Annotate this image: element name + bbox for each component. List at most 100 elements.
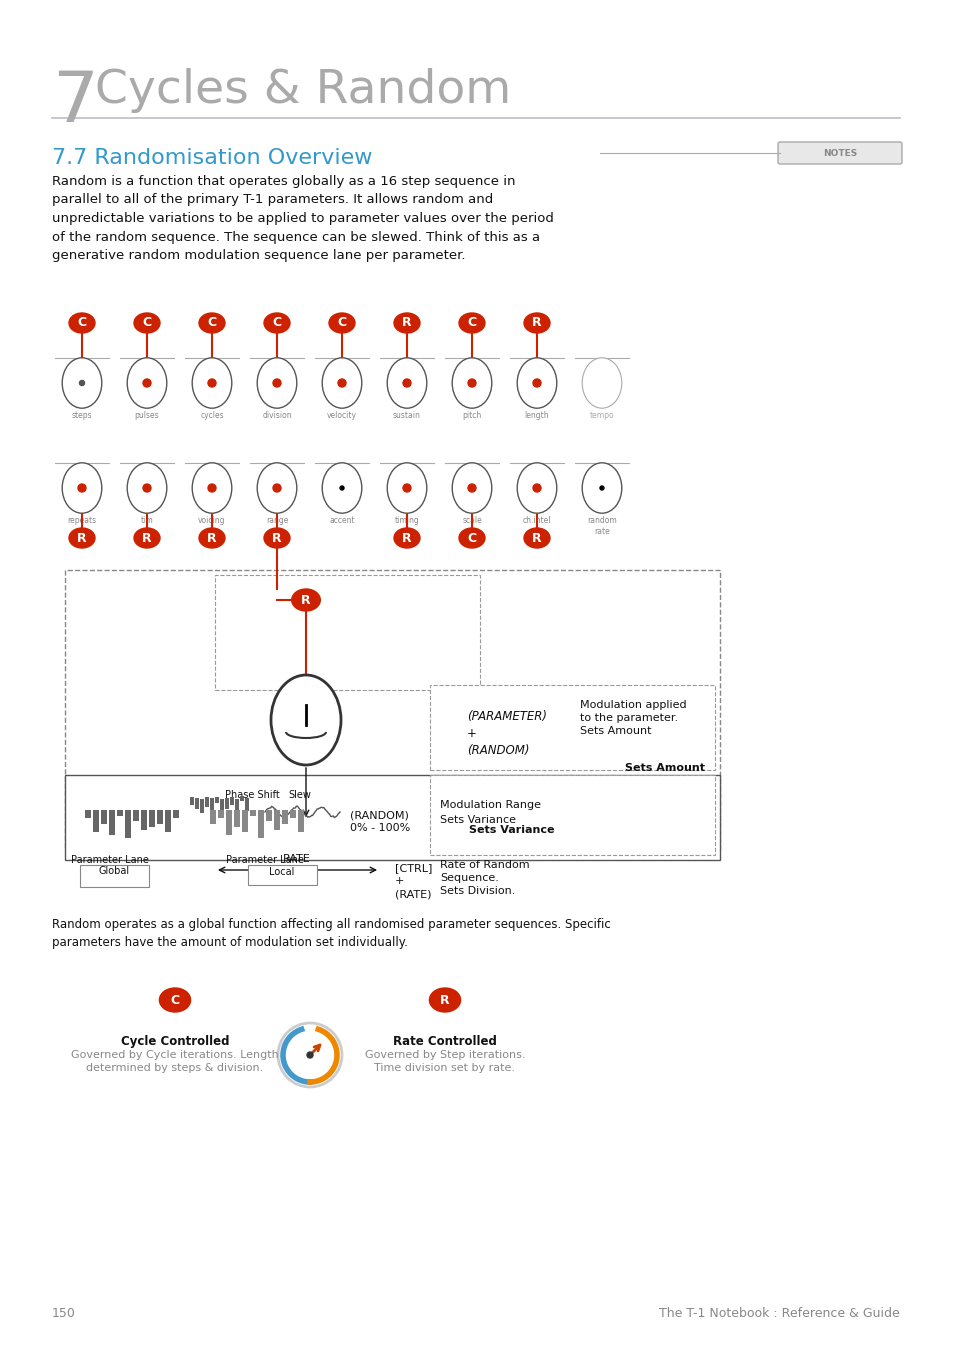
Text: scale: scale: [461, 516, 481, 525]
Ellipse shape: [329, 313, 355, 333]
Text: cycles: cycles: [200, 410, 224, 420]
FancyBboxPatch shape: [149, 810, 154, 826]
Text: Random operates as a global function affecting all randomised parameter sequence: Random operates as a global function aff…: [52, 918, 610, 949]
Circle shape: [143, 485, 151, 491]
Ellipse shape: [322, 463, 361, 513]
Ellipse shape: [257, 358, 296, 408]
Text: pulses: pulses: [134, 410, 159, 420]
FancyBboxPatch shape: [210, 798, 213, 811]
FancyBboxPatch shape: [80, 865, 149, 887]
FancyBboxPatch shape: [65, 570, 720, 850]
Text: RATE: RATE: [283, 855, 311, 864]
Text: C: C: [273, 316, 281, 329]
FancyBboxPatch shape: [233, 810, 240, 826]
Ellipse shape: [271, 675, 340, 765]
Circle shape: [402, 485, 411, 491]
Text: Parameter Lane: Parameter Lane: [71, 855, 149, 865]
Circle shape: [277, 1023, 341, 1087]
Circle shape: [208, 485, 215, 491]
Text: (PARAMETER)
+
(RANDOM): (PARAMETER) + (RANDOM): [467, 710, 546, 757]
FancyBboxPatch shape: [214, 796, 219, 803]
Text: [CTRL]
+
(RATE): [CTRL] + (RATE): [395, 863, 432, 899]
Text: R: R: [207, 532, 216, 544]
Text: repeats: repeats: [68, 516, 96, 525]
Text: C: C: [171, 994, 179, 1007]
Circle shape: [468, 485, 476, 491]
Ellipse shape: [199, 528, 225, 548]
FancyBboxPatch shape: [234, 799, 239, 813]
Ellipse shape: [192, 463, 232, 513]
Ellipse shape: [322, 358, 361, 408]
FancyBboxPatch shape: [132, 810, 139, 821]
Text: ch.intel: ch.intel: [522, 516, 551, 525]
Text: NOTES: NOTES: [822, 148, 856, 158]
Text: (RANDOM)
0% - 100%: (RANDOM) 0% - 100%: [350, 810, 410, 833]
FancyBboxPatch shape: [101, 810, 107, 824]
Text: timing: timing: [395, 516, 419, 525]
Ellipse shape: [199, 313, 225, 333]
Text: Parameter Lane: Parameter Lane: [226, 855, 304, 865]
Ellipse shape: [387, 358, 426, 408]
FancyBboxPatch shape: [245, 798, 249, 811]
Text: C: C: [467, 532, 476, 544]
FancyBboxPatch shape: [778, 142, 901, 163]
Ellipse shape: [458, 528, 484, 548]
Text: 7: 7: [52, 68, 98, 136]
Text: C: C: [337, 316, 346, 329]
Ellipse shape: [133, 313, 160, 333]
Ellipse shape: [517, 358, 557, 408]
FancyBboxPatch shape: [165, 810, 171, 833]
Ellipse shape: [394, 528, 419, 548]
Text: Modulation Range
Sets Variance: Modulation Range Sets Variance: [439, 801, 540, 825]
FancyBboxPatch shape: [290, 810, 295, 818]
Ellipse shape: [264, 313, 290, 333]
Text: The T-1 Notebook : Reference & Guide: The T-1 Notebook : Reference & Guide: [659, 1307, 899, 1320]
FancyBboxPatch shape: [109, 810, 115, 836]
Text: voicing: voicing: [198, 516, 226, 525]
FancyBboxPatch shape: [125, 810, 131, 838]
Ellipse shape: [69, 313, 95, 333]
Text: R: R: [142, 532, 152, 544]
FancyBboxPatch shape: [172, 810, 179, 818]
Circle shape: [273, 485, 281, 491]
Text: R: R: [77, 532, 87, 544]
FancyBboxPatch shape: [240, 796, 244, 801]
Text: Governed by Cycle iterations. Length
determined by steps & division.: Governed by Cycle iterations. Length det…: [71, 1050, 278, 1073]
FancyBboxPatch shape: [274, 810, 280, 830]
Circle shape: [273, 379, 281, 387]
Ellipse shape: [62, 463, 102, 513]
Circle shape: [337, 379, 346, 387]
Circle shape: [533, 379, 540, 387]
Ellipse shape: [581, 358, 621, 408]
FancyBboxPatch shape: [218, 810, 224, 818]
FancyBboxPatch shape: [65, 775, 720, 860]
FancyBboxPatch shape: [226, 810, 232, 836]
Text: length: length: [524, 410, 549, 420]
Text: R: R: [532, 316, 541, 329]
Text: Rate of Random
Sequence.
Sets Division.: Rate of Random Sequence. Sets Division.: [439, 860, 529, 896]
Text: range: range: [266, 516, 288, 525]
Ellipse shape: [127, 463, 167, 513]
Ellipse shape: [581, 463, 621, 513]
Text: R: R: [272, 532, 281, 544]
Ellipse shape: [517, 463, 557, 513]
Text: Phase Shift: Phase Shift: [225, 790, 279, 801]
Text: random
rate: random rate: [586, 516, 617, 536]
Circle shape: [80, 381, 84, 385]
Text: 150: 150: [52, 1307, 76, 1320]
Text: sustain: sustain: [393, 410, 420, 420]
FancyBboxPatch shape: [141, 810, 147, 830]
Text: velocity: velocity: [327, 410, 356, 420]
FancyBboxPatch shape: [250, 810, 255, 815]
Ellipse shape: [192, 358, 232, 408]
Ellipse shape: [69, 528, 95, 548]
Text: Slew: Slew: [288, 790, 311, 801]
Text: R: R: [532, 532, 541, 544]
Ellipse shape: [394, 313, 419, 333]
FancyBboxPatch shape: [194, 798, 199, 809]
FancyBboxPatch shape: [430, 775, 714, 855]
Ellipse shape: [452, 463, 492, 513]
FancyBboxPatch shape: [214, 575, 479, 690]
Text: R: R: [301, 594, 311, 606]
Text: Global: Global: [98, 865, 130, 876]
